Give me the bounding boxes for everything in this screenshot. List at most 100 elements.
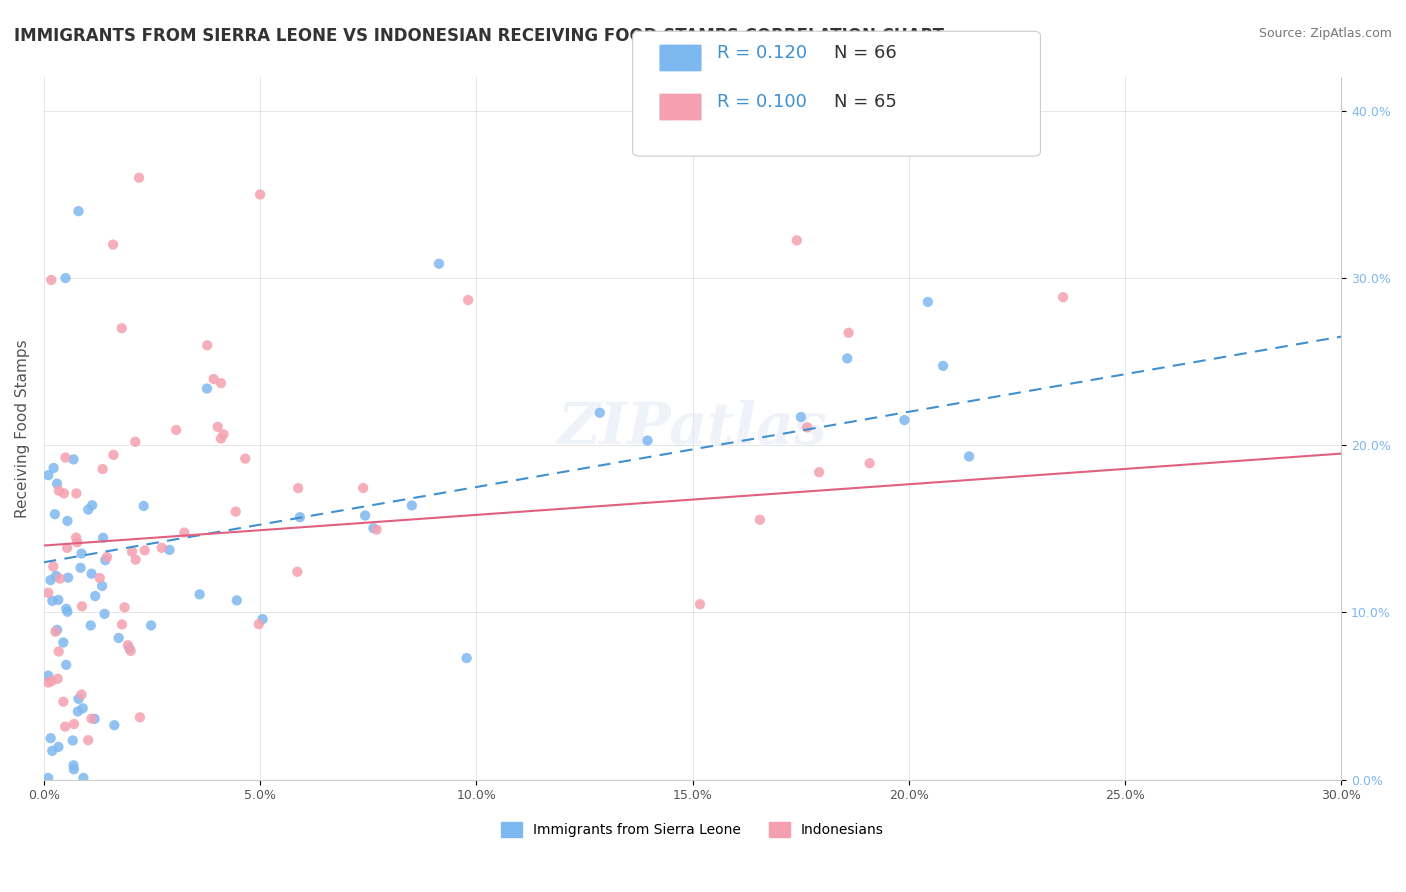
Point bbox=[748, 513, 770, 527]
Point bbox=[93, 607, 115, 621]
Point bbox=[44, 624, 66, 639]
Point bbox=[65, 531, 87, 545]
Point bbox=[82, 498, 104, 512]
Point bbox=[55, 657, 77, 672]
Point bbox=[107, 631, 129, 645]
Point bbox=[37, 586, 59, 600]
Point bbox=[41, 594, 63, 608]
Point bbox=[195, 382, 218, 396]
Point bbox=[103, 448, 125, 462]
Point bbox=[89, 571, 111, 585]
Point bbox=[84, 589, 107, 603]
Point bbox=[202, 372, 225, 386]
Point bbox=[589, 406, 612, 420]
Point bbox=[55, 271, 77, 285]
Text: Source: ZipAtlas.com: Source: ZipAtlas.com bbox=[1258, 27, 1392, 40]
Point bbox=[49, 572, 72, 586]
Point bbox=[139, 618, 162, 632]
Point bbox=[689, 597, 711, 611]
Point bbox=[637, 434, 659, 448]
Point bbox=[354, 508, 377, 523]
Point bbox=[838, 326, 860, 340]
Point bbox=[121, 544, 143, 558]
Point bbox=[128, 170, 150, 185]
Point bbox=[39, 731, 62, 746]
Point bbox=[91, 579, 114, 593]
Point bbox=[39, 273, 62, 287]
Point bbox=[118, 641, 141, 656]
Point bbox=[252, 612, 274, 626]
Point bbox=[56, 541, 79, 555]
Point bbox=[77, 502, 100, 516]
Point bbox=[62, 733, 84, 747]
Point bbox=[134, 543, 156, 558]
Point bbox=[67, 204, 90, 219]
Point bbox=[62, 452, 84, 467]
Point bbox=[42, 461, 65, 475]
Point bbox=[101, 237, 124, 252]
Point bbox=[209, 432, 232, 446]
Point bbox=[66, 535, 89, 549]
Point bbox=[46, 593, 69, 607]
Point bbox=[249, 187, 271, 202]
Point bbox=[70, 599, 93, 614]
Point bbox=[37, 468, 59, 483]
Point bbox=[65, 486, 87, 500]
Point bbox=[165, 423, 187, 437]
Point bbox=[209, 376, 232, 391]
Point bbox=[188, 587, 211, 601]
Point bbox=[117, 638, 139, 652]
Point bbox=[352, 481, 374, 495]
Point bbox=[957, 450, 980, 464]
Point bbox=[114, 600, 136, 615]
Point bbox=[80, 566, 103, 581]
Point bbox=[67, 691, 90, 706]
Point bbox=[287, 481, 309, 495]
Point bbox=[48, 483, 70, 498]
Text: R = 0.120: R = 0.120 bbox=[717, 44, 807, 62]
Point bbox=[46, 623, 69, 637]
Point bbox=[56, 514, 79, 528]
Point bbox=[80, 712, 103, 726]
Point bbox=[91, 531, 114, 545]
Point bbox=[80, 618, 103, 632]
Point bbox=[52, 635, 75, 649]
Point bbox=[69, 561, 91, 575]
Point bbox=[41, 744, 63, 758]
Point bbox=[456, 651, 478, 665]
Point bbox=[70, 547, 93, 561]
Point bbox=[42, 559, 65, 574]
Point bbox=[150, 541, 173, 555]
Point bbox=[103, 718, 125, 732]
Text: R = 0.100: R = 0.100 bbox=[717, 93, 807, 111]
Point bbox=[63, 762, 86, 776]
Point bbox=[796, 420, 818, 434]
Point bbox=[77, 733, 100, 747]
Point bbox=[83, 712, 105, 726]
Point bbox=[363, 521, 385, 535]
Point bbox=[893, 413, 915, 427]
Point bbox=[46, 476, 69, 491]
Point bbox=[55, 601, 77, 615]
Point bbox=[932, 359, 955, 373]
Point bbox=[401, 499, 423, 513]
Point bbox=[39, 573, 62, 587]
Point bbox=[837, 351, 859, 366]
Point bbox=[56, 571, 79, 585]
Point bbox=[53, 720, 76, 734]
Point bbox=[44, 507, 66, 521]
Text: N = 65: N = 65 bbox=[834, 93, 897, 111]
Point bbox=[111, 321, 134, 335]
Point bbox=[94, 553, 117, 567]
Point bbox=[52, 486, 75, 500]
Point bbox=[124, 434, 146, 449]
Point bbox=[63, 717, 86, 731]
Point bbox=[70, 688, 93, 702]
Point bbox=[457, 293, 479, 307]
Point bbox=[96, 550, 118, 565]
Point bbox=[233, 451, 256, 466]
Point bbox=[786, 233, 808, 247]
Point bbox=[91, 462, 114, 476]
Point bbox=[72, 701, 94, 715]
Point bbox=[1052, 290, 1074, 304]
